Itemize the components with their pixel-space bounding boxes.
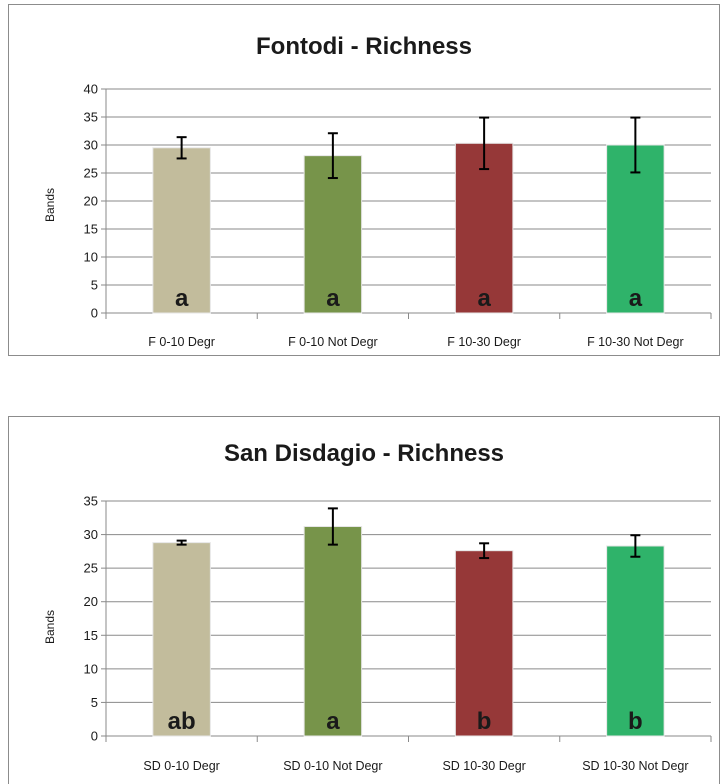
x-category-label: SD 0-10 Not Degr (283, 759, 382, 773)
y-tick-label: 15 (84, 628, 98, 643)
y-axis-label: Bands (43, 188, 57, 222)
x-category-label: F 0-10 Degr (148, 335, 215, 349)
significance-label: ab (168, 708, 196, 735)
x-category-label: SD 0-10 Degr (143, 759, 219, 773)
san-disdagio-chart: San Disdagio - Richness Bands 0 5 10 15 20 25… (43, 440, 712, 773)
y-tick-label: 30 (84, 527, 98, 542)
fontodi-chart-panel: Fontodi - Richness Bands 0 5 10 15 20 25 30 35 4… (8, 4, 720, 356)
y-tick-label: 0 (91, 306, 98, 321)
significance-label: a (175, 285, 189, 312)
y-tick-label: 5 (91, 278, 98, 293)
bar (152, 542, 211, 737)
y-tick-label: 35 (84, 494, 98, 509)
y-tick-label: 10 (84, 250, 98, 265)
y-axis-label: Bands (43, 610, 57, 644)
y-tick-label: 35 (84, 110, 98, 125)
significance-label: b (477, 708, 492, 735)
significance-label: b (628, 708, 643, 735)
y-tick-label: 20 (84, 194, 98, 209)
significance-label: a (477, 285, 491, 312)
chart-title: Fontodi - Richness (256, 33, 472, 60)
y-tick-label: 0 (91, 729, 98, 744)
x-category-label: SD 10-30 Not Degr (582, 759, 688, 773)
significance-label: a (326, 708, 340, 735)
significance-label: a (326, 285, 340, 312)
significance-label: a (629, 285, 643, 312)
y-tick-label: 40 (84, 82, 98, 97)
x-category-label: F 0-10 Not Degr (288, 335, 378, 349)
bar (303, 155, 363, 314)
y-tick-label: 30 (84, 138, 98, 153)
san-disdagio-chart-panel: San Disdagio - Richness Bands 0 5 10 15 20 25… (8, 416, 720, 784)
bar (303, 526, 363, 737)
fontodi-chart: Fontodi - Richness Bands 0 5 10 15 20 25 30 35 4… (43, 33, 712, 349)
y-tick-label: 10 (84, 661, 98, 676)
bar (454, 550, 514, 737)
y-tick-label: 25 (84, 166, 98, 181)
x-category-label: F 10-30 Not Degr (587, 335, 684, 349)
x-category-label: F 10-30 Degr (447, 335, 521, 349)
y-tick-label: 25 (84, 561, 98, 576)
bar (454, 142, 514, 314)
chart-title: San Disdagio - Richness (224, 440, 504, 467)
y-tick-label: 5 (91, 695, 98, 710)
y-tick-label: 15 (84, 222, 98, 237)
y-tick-label: 20 (84, 594, 98, 609)
x-category-label: SD 10-30 Degr (442, 759, 525, 773)
bar (606, 545, 665, 737)
